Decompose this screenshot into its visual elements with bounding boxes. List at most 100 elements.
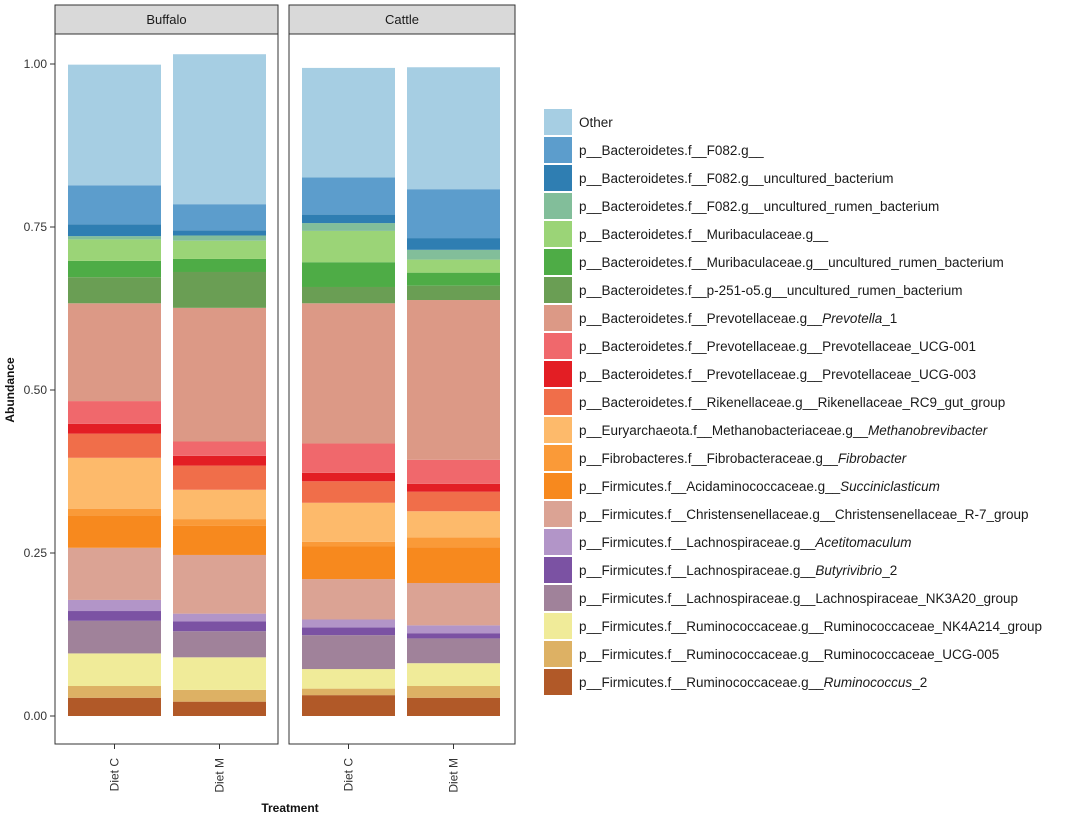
bar-segment-buffalo-diet-m-4 xyxy=(173,621,266,632)
legend-swatch xyxy=(544,109,572,135)
bar-segment-buffalo-diet-c-10 xyxy=(68,433,161,458)
y-tick-label: 0.00 xyxy=(24,709,48,723)
bar-segment-cattle-diet-c-2 xyxy=(302,669,395,689)
bar-segment-buffalo-diet-c-0 xyxy=(68,697,161,716)
legend-label: p__Bacteroidetes.f__Rikenellaceae.g__Rik… xyxy=(579,394,1006,410)
legend-item: p__Firmicutes.f__Lachnospiraceae.g__Lach… xyxy=(544,584,1042,612)
bar-segment-buffalo-diet-m-3 xyxy=(173,631,266,658)
legend-swatch xyxy=(544,473,572,499)
bar-segment-buffalo-diet-m-17 xyxy=(173,235,266,241)
bar-segment-cattle-diet-c-11 xyxy=(302,472,395,482)
legend-item: p__Firmicutes.f__Lachnospiraceae.g__Buty… xyxy=(544,556,1042,584)
bar-segment-buffalo-diet-m-12 xyxy=(173,441,266,456)
bar-segment-cattle-diet-m-17 xyxy=(407,249,500,260)
bar-segment-buffalo-diet-c-3 xyxy=(68,620,161,654)
bar-segment-buffalo-diet-c-18 xyxy=(68,224,161,237)
bar-segment-cattle-diet-m-7 xyxy=(407,547,500,583)
bar-segment-cattle-diet-m-19 xyxy=(407,189,500,239)
facet-label-cattle: Cattle xyxy=(385,12,419,27)
bar-segment-cattle-diet-c-9 xyxy=(302,502,395,542)
x-tick-label: Diet C xyxy=(108,758,122,792)
legend-label: p__Firmicutes.f__Lachnospiraceae.g__Acet… xyxy=(579,534,912,550)
bar-segment-cattle-diet-c-7 xyxy=(302,546,395,580)
bar-segment-cattle-diet-c-19 xyxy=(302,177,395,215)
bar-segment-cattle-diet-c-12 xyxy=(302,443,395,473)
bar-segment-cattle-diet-m-14 xyxy=(407,285,500,301)
facet-label-buffalo: Buffalo xyxy=(146,12,186,27)
bar-segment-cattle-diet-m-9 xyxy=(407,511,500,538)
bar-segment-buffalo-diet-c-15 xyxy=(68,260,161,278)
bar-segment-cattle-diet-m-8 xyxy=(407,537,500,548)
legend: Other p__Bacteroidetes.f__F082.g__ p__Bact… xyxy=(544,108,1042,696)
bar-segment-cattle-diet-c-3 xyxy=(302,635,395,670)
legend-swatch xyxy=(544,333,572,359)
x-tick-label: Diet M xyxy=(447,758,461,793)
legend-item: p__Bacteroidetes.f__F082.g__ xyxy=(544,136,1042,164)
bar-segment-buffalo-diet-m-6 xyxy=(173,554,266,614)
bar-segment-buffalo-diet-c-20 xyxy=(68,64,161,186)
legend-label: p__Bacteroidetes.f__F082.g__uncultured_b… xyxy=(579,170,894,186)
y-axis-title: Abundance xyxy=(3,357,17,423)
bar-segment-cattle-diet-m-11 xyxy=(407,483,500,492)
legend-label: p__Fibrobacteres.f__Fibrobacteraceae.g__… xyxy=(579,450,907,466)
legend-swatch xyxy=(544,221,572,247)
x-tick-label: Diet M xyxy=(213,758,227,793)
bar-segment-buffalo-diet-c-2 xyxy=(68,653,161,687)
legend-swatch xyxy=(544,249,572,275)
legend-label: p__Bacteroidetes.f__Prevotellaceae.g__Pr… xyxy=(579,366,977,382)
bar-segment-cattle-diet-m-18 xyxy=(407,238,500,250)
legend-item: p__Bacteroidetes.f__F082.g__uncultured_r… xyxy=(544,192,1042,220)
bar-segment-cattle-diet-c-6 xyxy=(302,579,395,620)
legend-label: p__Bacteroidetes.f__p-251-o5.g__uncultur… xyxy=(579,282,963,298)
bar-segment-buffalo-diet-c-9 xyxy=(68,457,161,509)
bar-segment-buffalo-diet-m-11 xyxy=(173,455,266,466)
bar-segment-buffalo-diet-c-14 xyxy=(68,277,161,304)
legend-swatch xyxy=(544,417,572,443)
legend-swatch xyxy=(544,361,572,387)
bar-segment-cattle-diet-c-0 xyxy=(302,695,395,716)
legend-label: p__Bacteroidetes.f__Muribaculaceae.g__un… xyxy=(579,254,1004,270)
legend-item: p__Firmicutes.f__Ruminococcaceae.g__Rumi… xyxy=(544,668,1042,696)
legend-label: p__Firmicutes.f__Christensenellaceae.g__… xyxy=(579,506,1029,522)
bar-segment-cattle-diet-c-8 xyxy=(302,541,395,547)
bar-segment-buffalo-diet-c-13 xyxy=(68,303,161,402)
bar-segment-cattle-diet-c-13 xyxy=(302,303,395,444)
legend-item: p__Firmicutes.f__Christensenellaceae.g__… xyxy=(544,500,1042,528)
bar-segment-cattle-diet-m-15 xyxy=(407,272,500,286)
bar-segment-cattle-diet-m-1 xyxy=(407,686,500,698)
bar-segment-cattle-diet-c-15 xyxy=(302,262,395,287)
y-tick-label: 0.50 xyxy=(24,383,48,397)
legend-item: p__Fibrobacteres.f__Fibrobacteraceae.g__… xyxy=(544,444,1042,472)
legend-item: p__Firmicutes.f__Ruminococcaceae.g__Rumi… xyxy=(544,640,1042,668)
legend-item: p__Bacteroidetes.f__Muribaculaceae.g__ xyxy=(544,220,1042,248)
legend-label: p__Bacteroidetes.f__F082.g__ xyxy=(579,142,764,158)
legend-label: p__Bacteroidetes.f__F082.g__uncultured_r… xyxy=(579,198,940,214)
bar-segment-cattle-diet-m-0 xyxy=(407,697,500,716)
bar-segment-cattle-diet-c-10 xyxy=(302,481,395,503)
bar-segment-cattle-diet-m-12 xyxy=(407,459,500,484)
legend-item: p__Bacteroidetes.f__Prevotellaceae.g__Pr… xyxy=(544,360,1042,388)
bar-segment-buffalo-diet-m-7 xyxy=(173,525,266,555)
legend-item: Other xyxy=(544,108,1042,136)
bar-segment-buffalo-diet-c-4 xyxy=(68,611,161,621)
bar-segment-cattle-diet-c-16 xyxy=(302,230,395,263)
bar-segment-cattle-diet-m-13 xyxy=(407,300,500,460)
bar-segment-cattle-diet-c-17 xyxy=(302,223,395,231)
bar-segment-buffalo-diet-m-5 xyxy=(173,613,266,622)
bar-segment-buffalo-diet-c-11 xyxy=(68,423,161,434)
bar-segment-cattle-diet-m-16 xyxy=(407,259,500,273)
legend-label: p__Bacteroidetes.f__Muribaculaceae.g__ xyxy=(579,226,829,242)
bar-segment-buffalo-diet-c-16 xyxy=(68,239,161,261)
y-tick-label: 1.00 xyxy=(24,57,48,71)
bar-segment-buffalo-diet-m-8 xyxy=(173,519,266,526)
legend-swatch xyxy=(544,137,572,163)
legend-item: p__Bacteroidetes.f__Rikenellaceae.g__Rik… xyxy=(544,388,1042,416)
bar-segment-cattle-diet-c-5 xyxy=(302,619,395,628)
x-tick-label: Diet C xyxy=(342,758,356,792)
bar-segment-buffalo-diet-c-17 xyxy=(68,236,161,240)
legend-swatch xyxy=(544,529,572,555)
legend-swatch xyxy=(544,585,572,611)
bar-segment-buffalo-diet-m-14 xyxy=(173,271,266,308)
bar-segment-buffalo-diet-m-10 xyxy=(173,465,266,490)
